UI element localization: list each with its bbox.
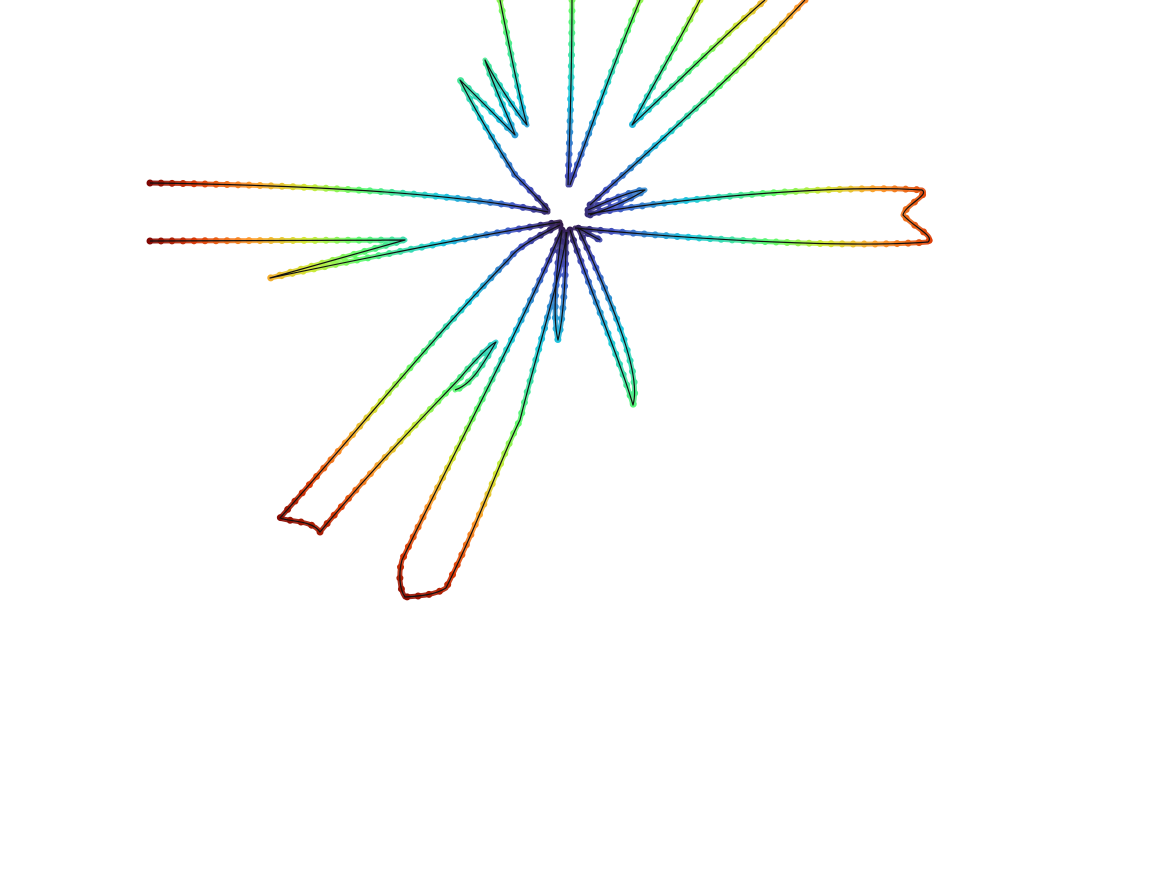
petal-line <box>567 0 573 186</box>
petal-line <box>399 229 568 598</box>
petal-line <box>459 0 549 211</box>
petal-line <box>569 0 641 186</box>
petal-line <box>149 182 549 213</box>
petal-line <box>279 224 561 533</box>
petal-line <box>554 229 567 341</box>
petal-line <box>574 188 931 245</box>
petal-line <box>569 227 636 406</box>
petal-glows <box>147 0 932 600</box>
petal-line <box>589 0 806 206</box>
petal-glow <box>277 222 563 535</box>
petal-dots <box>146 179 552 216</box>
petal-dotss <box>146 0 933 601</box>
petal-dots <box>586 0 809 209</box>
petal-dots <box>274 221 564 538</box>
petal-lines <box>149 0 931 598</box>
petal-line <box>149 221 561 279</box>
petal-line <box>631 0 766 126</box>
petal-line <box>587 189 646 216</box>
